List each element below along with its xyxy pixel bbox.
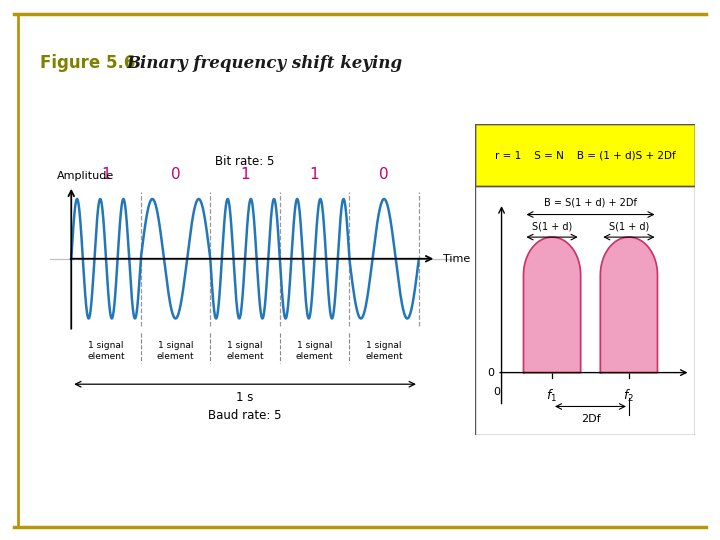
Text: 0: 0 — [379, 167, 389, 183]
Text: 1 signal
element: 1 signal element — [296, 341, 333, 361]
Bar — [475, 124, 695, 186]
Text: 1: 1 — [240, 167, 250, 183]
Text: B = S(1 + d) + 2Df: B = S(1 + d) + 2Df — [544, 198, 637, 207]
Text: 1: 1 — [102, 167, 111, 183]
Text: $f_1$: $f_1$ — [546, 388, 557, 404]
Text: 1 signal
element: 1 signal element — [226, 341, 264, 361]
Text: $f_2$: $f_2$ — [624, 388, 634, 404]
Text: 2Df: 2Df — [580, 414, 600, 423]
Polygon shape — [523, 237, 580, 373]
Text: 1 signal
element: 1 signal element — [87, 341, 125, 361]
Polygon shape — [600, 237, 657, 373]
Text: 1 signal
element: 1 signal element — [365, 341, 403, 361]
Text: Amplitude: Amplitude — [58, 171, 114, 181]
Text: r = 1    S = N    B = (1 + d)S + 2Df: r = 1 S = N B = (1 + d)S + 2Df — [495, 150, 675, 160]
Text: 1 signal
element: 1 signal element — [157, 341, 194, 361]
Text: Binary frequency shift keying: Binary frequency shift keying — [126, 55, 402, 71]
Text: Baud rate: 5: Baud rate: 5 — [208, 409, 282, 422]
Text: Time: Time — [444, 254, 470, 264]
Text: S(1 + d): S(1 + d) — [609, 221, 649, 232]
Text: 0: 0 — [487, 368, 494, 377]
Text: 1: 1 — [310, 167, 320, 183]
Text: S(1 + d): S(1 + d) — [532, 221, 572, 232]
Text: 0: 0 — [494, 387, 500, 397]
Text: Figure 5.6: Figure 5.6 — [40, 53, 135, 71]
Text: 1 s: 1 s — [236, 392, 253, 404]
Text: Bit rate: 5: Bit rate: 5 — [215, 155, 275, 168]
Text: 0: 0 — [171, 167, 180, 183]
